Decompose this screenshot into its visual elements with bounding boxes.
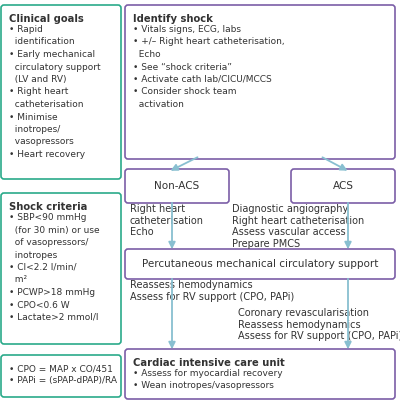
Text: • Rapid: • Rapid	[9, 25, 43, 34]
Text: • Vitals signs, ECG, labs: • Vitals signs, ECG, labs	[133, 25, 241, 34]
Text: Coronary revascularisation
Reassess hemodynamics
Assess for RV support (CPO, PAP: Coronary revascularisation Reassess hemo…	[238, 308, 400, 341]
Text: • +/– Right heart catheterisation,: • +/– Right heart catheterisation,	[133, 38, 285, 46]
FancyBboxPatch shape	[291, 169, 395, 203]
Text: • Early mechanical: • Early mechanical	[9, 50, 95, 59]
Text: inotropes: inotropes	[9, 250, 57, 260]
Text: Percutaneous mechanical circulatory support: Percutaneous mechanical circulatory supp…	[142, 259, 378, 269]
Text: Reassess hemodynamics
Assess for RV support (CPO, PAPi): Reassess hemodynamics Assess for RV supp…	[130, 280, 294, 302]
Text: • Activate cath lab/CICU/MCCS: • Activate cath lab/CICU/MCCS	[133, 75, 272, 84]
Text: ACS: ACS	[332, 181, 354, 191]
Text: (LV and RV): (LV and RV)	[9, 75, 66, 84]
FancyBboxPatch shape	[1, 5, 121, 179]
Text: m²: m²	[9, 276, 27, 284]
Text: Shock criteria: Shock criteria	[9, 202, 87, 212]
Text: circulatory support: circulatory support	[9, 62, 101, 72]
Text: • Lactate>2 mmol/l: • Lactate>2 mmol/l	[9, 313, 98, 322]
FancyBboxPatch shape	[125, 169, 229, 203]
Text: • CPO = MAP x CO/451: • CPO = MAP x CO/451	[9, 364, 113, 373]
Text: • PAPi = (sPAP-dPAP)/RA: • PAPi = (sPAP-dPAP)/RA	[9, 376, 117, 386]
Text: activation: activation	[133, 100, 184, 109]
Text: • Right heart: • Right heart	[9, 88, 68, 96]
Text: Non-ACS: Non-ACS	[154, 181, 200, 191]
Text: inotropes/: inotropes/	[9, 125, 60, 134]
FancyBboxPatch shape	[125, 5, 395, 159]
Text: Echo: Echo	[133, 50, 161, 59]
Text: Diagnostic angiography
Right heart catheterisation
Assess vascular access
Prepar: Diagnostic angiography Right heart cathe…	[232, 204, 364, 249]
Text: • CI<2.2 l/min/: • CI<2.2 l/min/	[9, 263, 76, 272]
FancyBboxPatch shape	[1, 355, 121, 397]
Text: • PCWP>18 mmHg: • PCWP>18 mmHg	[9, 288, 95, 297]
Text: • CPO<0.6 W: • CPO<0.6 W	[9, 300, 70, 310]
Text: Right heart
catheterisation
Echo: Right heart catheterisation Echo	[130, 204, 204, 237]
FancyBboxPatch shape	[125, 349, 395, 399]
FancyBboxPatch shape	[125, 249, 395, 279]
Text: • Minimise: • Minimise	[9, 112, 58, 122]
Text: (for 30 min) or use: (for 30 min) or use	[9, 226, 100, 234]
Text: • Heart recovery: • Heart recovery	[9, 150, 85, 159]
Text: Cardiac intensive care unit: Cardiac intensive care unit	[133, 358, 285, 368]
Text: vasopressors: vasopressors	[9, 138, 74, 146]
Text: • Consider shock team: • Consider shock team	[133, 88, 236, 96]
Text: Identify shock: Identify shock	[133, 14, 213, 24]
FancyBboxPatch shape	[1, 193, 121, 344]
Text: Clinical goals: Clinical goals	[9, 14, 84, 24]
Text: catheterisation: catheterisation	[9, 100, 84, 109]
Text: • SBP<90 mmHg: • SBP<90 mmHg	[9, 213, 86, 222]
Text: identification: identification	[9, 38, 75, 46]
Text: of vasopressors/: of vasopressors/	[9, 238, 88, 247]
Text: • See “shock criteria”: • See “shock criteria”	[133, 62, 232, 72]
Text: • Assess for myocardial recovery: • Assess for myocardial recovery	[133, 369, 283, 378]
Text: • Wean inotropes/vasopressors: • Wean inotropes/vasopressors	[133, 382, 274, 390]
